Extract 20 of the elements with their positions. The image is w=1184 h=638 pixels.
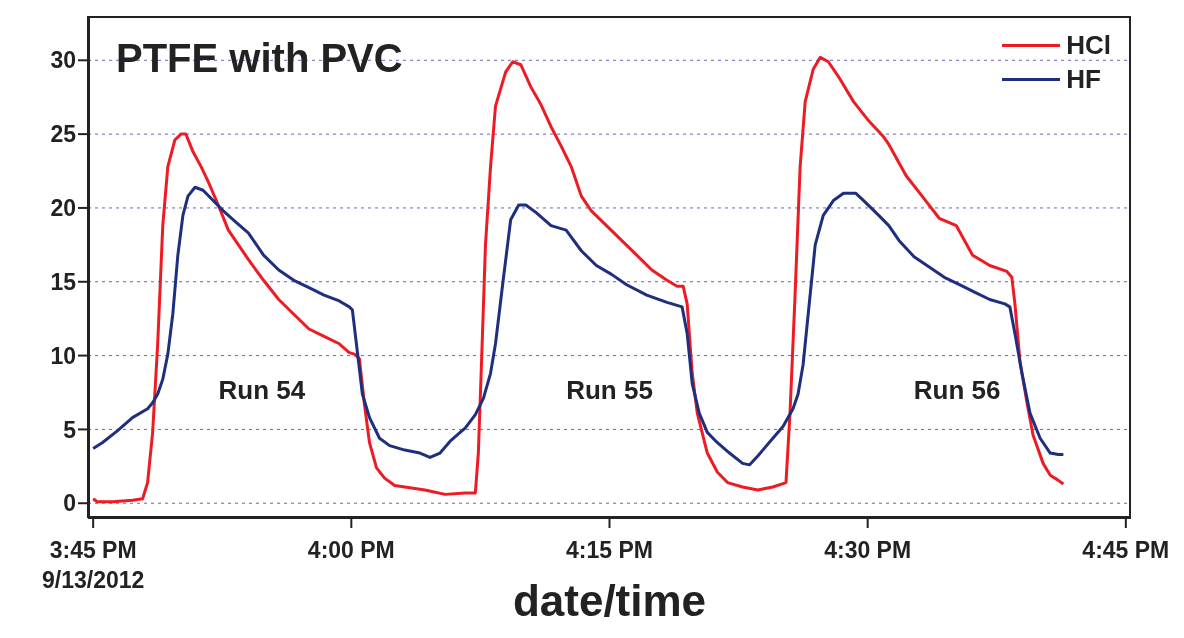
- x-axis-title: date/time: [512, 576, 707, 625]
- y-tick-label: 25: [50, 121, 77, 148]
- annotation: Run 56: [913, 374, 1001, 406]
- x-tick-label: 3:45 PM 9/13/2012: [42, 537, 145, 593]
- y-tick-label: 0: [63, 490, 76, 517]
- annotation: Run 54: [218, 374, 306, 406]
- x-tick-label: 4:45 PM: [1082, 537, 1170, 563]
- line-series: [91, 185, 1065, 467]
- legend-label: HF: [1066, 63, 1101, 95]
- legend-label: HCl: [1066, 29, 1111, 61]
- x-tick-label: 4:30 PM: [824, 537, 912, 563]
- y-tick-label: 10: [50, 342, 76, 369]
- annotation: Run 55: [566, 374, 653, 406]
- x-tick-label: 4:15 PM: [566, 537, 653, 563]
- y-tick-label: 20: [50, 195, 76, 222]
- y-tick-label: 15: [50, 268, 77, 295]
- y-tick-label: 5: [63, 416, 77, 443]
- x-tick-label: 4:00 PM: [307, 537, 395, 563]
- text: PTFE with PVC: [116, 36, 403, 81]
- y-tick-label: 30: [50, 47, 76, 74]
